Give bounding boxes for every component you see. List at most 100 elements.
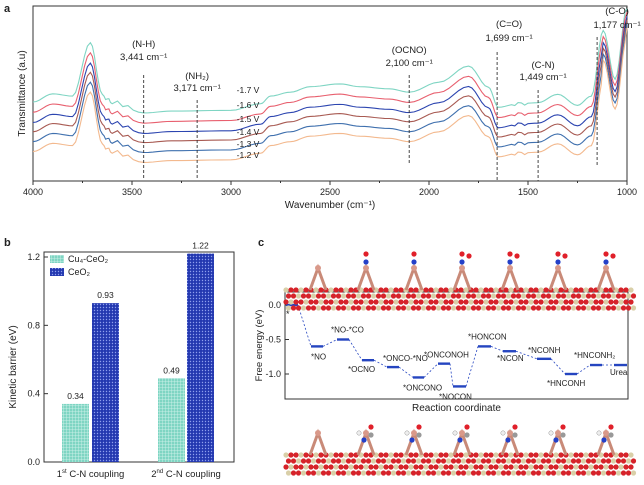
bar-value-label: 0.49 — [163, 365, 180, 375]
slab-atom — [630, 470, 637, 476]
slab-atom — [440, 458, 447, 464]
slab-atom — [545, 458, 552, 464]
slab-atom — [550, 470, 557, 476]
slab-atom — [533, 464, 539, 470]
slab-atom — [460, 293, 467, 299]
slab-atom — [498, 299, 504, 305]
cu-atom — [315, 430, 321, 436]
slab-atom — [340, 305, 347, 311]
slab-atom — [580, 470, 587, 476]
slab-atom — [625, 305, 632, 311]
slab-atom — [405, 458, 412, 464]
slab-atom — [363, 287, 369, 293]
x-tick-label: 1500 — [518, 187, 538, 197]
slab-atom — [535, 470, 542, 476]
bar — [62, 403, 89, 462]
slab-atom — [485, 458, 492, 464]
slab-atom — [548, 464, 554, 470]
slab-atom — [628, 299, 634, 305]
slab-atom — [358, 464, 364, 470]
slab-atom — [495, 458, 502, 464]
slab-atom — [345, 458, 352, 464]
n-atom — [411, 259, 417, 265]
slab-atom — [510, 458, 517, 464]
slab-atom — [503, 287, 509, 293]
slab-atom — [528, 452, 534, 458]
slab-atom — [495, 470, 502, 476]
slab-atom — [360, 305, 367, 311]
slab-atom — [600, 305, 607, 311]
slab-atom — [518, 464, 524, 470]
slab-atom — [553, 452, 559, 458]
slab-atom — [460, 458, 467, 464]
slab-atom — [570, 470, 577, 476]
slab-atom — [523, 299, 529, 305]
slab-atom — [513, 464, 519, 470]
slab-atom — [590, 470, 597, 476]
slab-atom — [300, 305, 307, 311]
o-atom — [512, 424, 518, 430]
slab-atom — [300, 470, 307, 476]
slab-atom — [458, 452, 464, 458]
slab-atom — [483, 287, 489, 293]
y-tick-label: 0.8 — [27, 320, 40, 330]
connector-line — [490, 346, 504, 352]
y-tick-label: -1.0 — [265, 369, 281, 379]
slab-atom — [343, 299, 349, 305]
slab-atom — [540, 458, 547, 464]
slab-atom — [513, 299, 519, 305]
slab-atom — [390, 305, 397, 311]
slab-atom — [375, 458, 382, 464]
c-atom — [608, 432, 614, 438]
slab-atom — [573, 452, 579, 458]
slab-atom — [483, 299, 489, 305]
slab-atom — [558, 299, 564, 305]
slab-atom — [515, 293, 522, 299]
state-label: Urea — [610, 368, 628, 377]
slab-atom — [583, 452, 589, 458]
y-tick-label: 0.4 — [27, 389, 40, 399]
slab-atom — [445, 293, 452, 299]
slab-atom — [400, 470, 407, 476]
slab-atom — [510, 470, 517, 476]
slab-atom — [625, 470, 632, 476]
peak-value-label: 3,171 cm⁻¹ — [174, 83, 221, 94]
slab-atom — [395, 293, 402, 299]
slab-atom — [528, 287, 534, 293]
slab-atom — [458, 299, 464, 305]
slab-atom — [415, 470, 422, 476]
slab-atom — [608, 464, 614, 470]
o-atom — [610, 253, 616, 259]
slab-atom — [555, 305, 562, 311]
slab-atom — [380, 458, 387, 464]
slab-atom — [315, 293, 322, 299]
slab-atom — [500, 293, 507, 299]
slab-atom — [500, 470, 507, 476]
slab-atom — [460, 305, 467, 311]
peak-group-label: (OCNO) — [392, 45, 427, 56]
slab-atom — [370, 293, 377, 299]
slab-atom — [545, 305, 552, 311]
slab-atom — [610, 305, 617, 311]
slab-atom — [583, 464, 589, 470]
bar-value-label: 0.34 — [67, 391, 84, 401]
slab-atom — [435, 293, 442, 299]
slab-atom — [615, 470, 622, 476]
slab-atom — [558, 287, 564, 293]
slab-atom — [323, 299, 329, 305]
slab-atom — [575, 305, 582, 311]
slab-atom — [408, 287, 414, 293]
slab-atom — [490, 470, 497, 476]
slab-atom — [288, 464, 294, 470]
slab-atom — [483, 452, 489, 458]
peak-value-label: 1,177 cm⁻¹ — [593, 20, 640, 31]
peak-group-label: (N-H) — [132, 39, 155, 50]
slab-atom — [345, 470, 352, 476]
peak-group-label: (NH₂) — [185, 71, 209, 82]
slab-atom — [593, 464, 599, 470]
slab-atom — [543, 464, 549, 470]
panel-label-c: c — [258, 237, 264, 249]
slab-atom — [578, 452, 584, 458]
slab-atom — [420, 305, 427, 311]
slab-atom — [515, 470, 522, 476]
